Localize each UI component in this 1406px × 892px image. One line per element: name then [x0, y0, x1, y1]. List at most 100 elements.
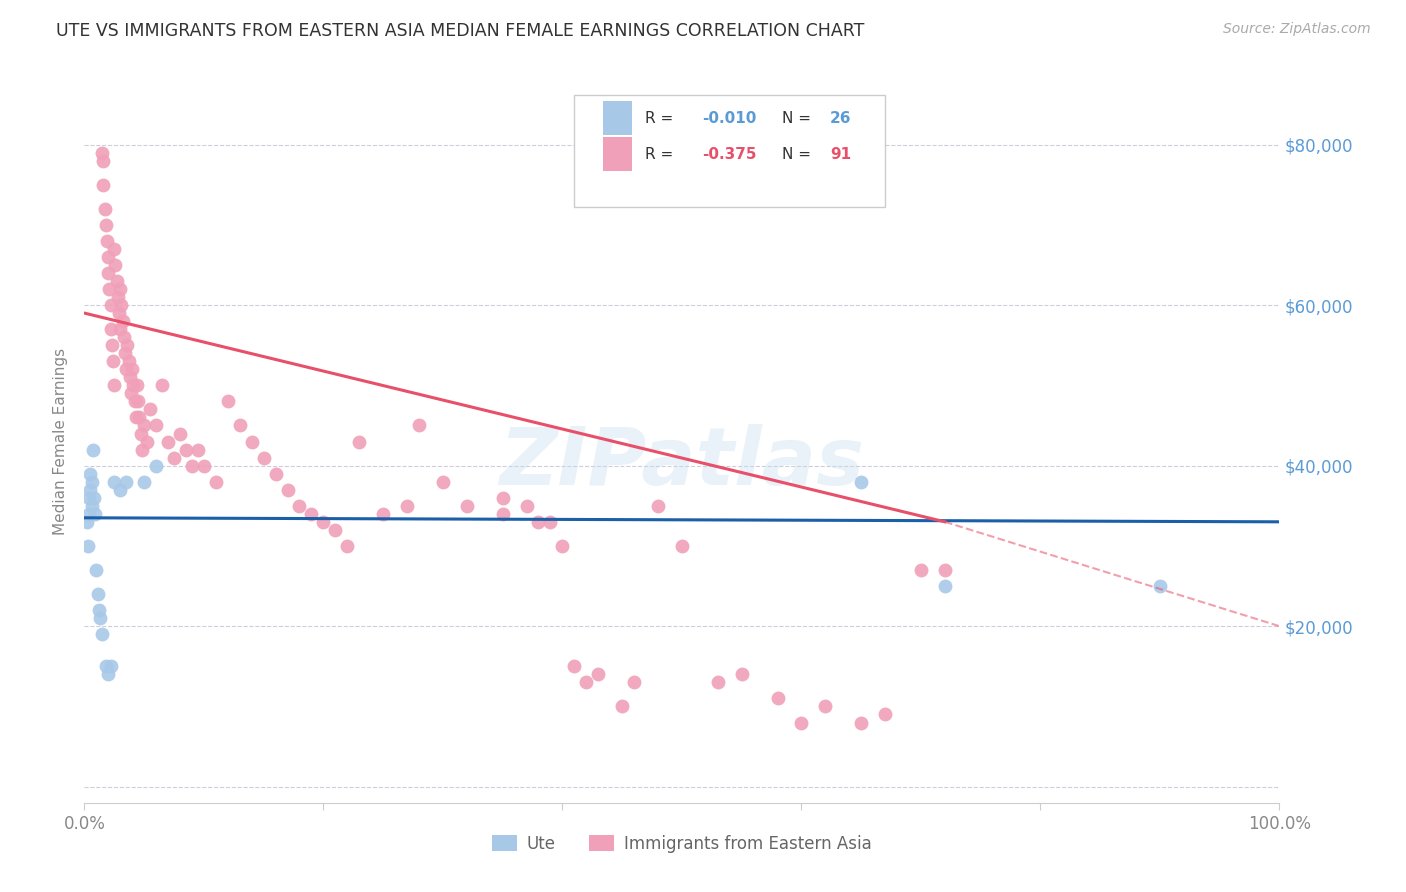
- Point: [766, 691, 789, 706]
- Point: [83, 491, 105, 505]
- Point: [456, 499, 478, 513]
- Point: [193, 458, 215, 473]
- Point: [114, 346, 136, 360]
- Point: [117, 354, 139, 368]
- Point: [125, 410, 148, 425]
- Point: [217, 394, 239, 409]
- Point: [105, 274, 128, 288]
- Point: [91, 627, 114, 641]
- Point: [107, 290, 129, 304]
- Point: [97, 250, 120, 264]
- Point: [181, 458, 204, 473]
- Point: [120, 386, 142, 401]
- Point: [408, 418, 430, 433]
- Text: N =: N =: [782, 111, 815, 126]
- Point: [139, 402, 162, 417]
- Point: [312, 515, 335, 529]
- Point: [104, 258, 127, 272]
- Point: [127, 394, 149, 409]
- Point: [396, 499, 419, 513]
- Point: [169, 426, 191, 441]
- Point: [145, 458, 167, 473]
- Point: [100, 298, 122, 312]
- Point: [94, 218, 117, 232]
- Point: [349, 434, 371, 449]
- Text: -0.010: -0.010: [702, 111, 756, 126]
- Point: [551, 539, 574, 553]
- Point: [1149, 579, 1171, 593]
- Point: [240, 434, 263, 449]
- Point: [110, 298, 132, 312]
- Point: [91, 145, 114, 160]
- Point: [110, 282, 132, 296]
- Point: [492, 507, 515, 521]
- Text: R =: R =: [645, 147, 678, 161]
- Point: [86, 587, 108, 601]
- Point: [163, 450, 186, 465]
- Point: [98, 282, 121, 296]
- Point: [94, 659, 117, 673]
- Point: [516, 499, 538, 513]
- Point: [623, 675, 645, 690]
- Point: [111, 314, 134, 328]
- Point: [100, 659, 122, 673]
- Point: [77, 491, 100, 505]
- Point: [253, 450, 276, 465]
- Text: N =: N =: [782, 147, 815, 161]
- Point: [80, 475, 103, 489]
- Point: [150, 378, 173, 392]
- Point: [588, 667, 610, 681]
- FancyBboxPatch shape: [603, 137, 631, 171]
- Point: [934, 579, 956, 593]
- Point: [540, 515, 562, 529]
- Point: [89, 611, 111, 625]
- Point: [93, 202, 115, 216]
- Point: [103, 242, 125, 256]
- Point: [647, 499, 669, 513]
- Text: R =: R =: [645, 111, 678, 126]
- Point: [93, 153, 115, 168]
- Point: [115, 362, 138, 376]
- Point: [564, 659, 586, 673]
- Point: [671, 539, 693, 553]
- Point: [135, 434, 157, 449]
- Point: [934, 563, 956, 577]
- Point: [492, 491, 515, 505]
- Point: [131, 442, 153, 457]
- Point: [174, 442, 197, 457]
- Point: [288, 499, 311, 513]
- Point: [875, 707, 897, 722]
- Point: [101, 338, 124, 352]
- Point: [110, 322, 132, 336]
- Point: [80, 499, 103, 513]
- Text: 91: 91: [830, 147, 851, 161]
- Point: [79, 483, 101, 497]
- Point: [790, 715, 813, 730]
- Point: [76, 515, 98, 529]
- Legend: Ute, Immigrants from Eastern Asia: Ute, Immigrants from Eastern Asia: [485, 828, 879, 860]
- FancyBboxPatch shape: [575, 95, 886, 207]
- FancyBboxPatch shape: [603, 101, 631, 136]
- Point: [103, 475, 125, 489]
- Point: [851, 715, 873, 730]
- Point: [125, 378, 148, 392]
- Point: [731, 667, 754, 681]
- Point: [124, 394, 146, 409]
- Point: [77, 507, 100, 521]
- Point: [527, 515, 550, 529]
- Point: [373, 507, 395, 521]
- Point: [132, 475, 156, 489]
- Point: [187, 442, 209, 457]
- Point: [87, 603, 110, 617]
- Point: [301, 507, 323, 521]
- Point: [100, 322, 122, 336]
- Point: [128, 410, 150, 425]
- Point: [157, 434, 180, 449]
- Point: [101, 354, 124, 368]
- Point: [229, 418, 252, 433]
- Point: [86, 563, 108, 577]
- Point: [108, 306, 131, 320]
- Point: [132, 418, 156, 433]
- Text: 26: 26: [830, 111, 852, 126]
- Point: [115, 475, 138, 489]
